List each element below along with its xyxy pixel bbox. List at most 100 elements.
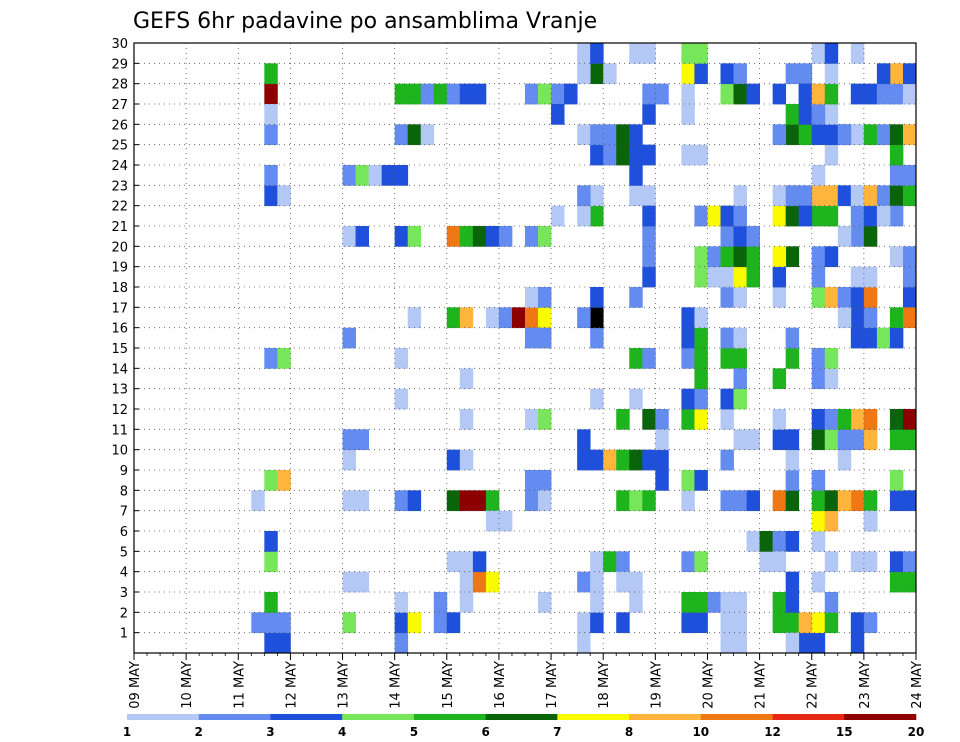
x-tick-label: 21 MAY (754, 661, 769, 709)
heatmap-cell (681, 470, 695, 491)
heatmap-cell (837, 449, 852, 471)
heatmap-cell (863, 327, 878, 349)
heatmap-cell (264, 83, 278, 105)
heatmap-cell (459, 551, 474, 573)
heatmap-cell (850, 83, 865, 105)
heatmap-cell (603, 551, 617, 573)
heatmap-cell (811, 83, 826, 105)
heatmap-cell (681, 63, 695, 85)
heatmap-cell (733, 205, 747, 227)
heatmap-cell (837, 287, 852, 308)
heatmap-cell (720, 287, 734, 308)
heatmap-cell (694, 205, 708, 227)
heatmap-cell (889, 490, 904, 512)
y-tick-label: 13 (111, 383, 128, 398)
heatmap-cell (785, 429, 800, 451)
heatmap-cell (733, 327, 747, 349)
heatmap-cell (446, 490, 461, 512)
x-tick-label: 23 MAY (858, 661, 873, 709)
heatmap-cell (824, 592, 839, 613)
heatmap-cell (746, 226, 760, 247)
colorbar-swatch (127, 714, 200, 720)
y-tick-label: 12 (111, 403, 128, 418)
heatmap-cell (824, 368, 839, 390)
heatmap-cell (577, 429, 591, 451)
heatmap-cell (902, 165, 917, 186)
colorbar-level-label: 1 (123, 725, 131, 739)
heatmap-cell (616, 124, 630, 146)
heatmap-cell (459, 368, 474, 390)
colorbar-level-label: 3 (266, 725, 274, 739)
heatmap-cell (785, 592, 800, 613)
heatmap-cell (616, 612, 630, 634)
heatmap-cell (394, 226, 409, 247)
heatmap-cell (642, 490, 656, 512)
heatmap-cell (577, 307, 591, 329)
heatmap-cell (694, 246, 708, 268)
heatmap-cell (616, 449, 630, 471)
heatmap-cell (811, 266, 826, 288)
y-tick-label: 20 (111, 240, 128, 255)
heatmap-cell (342, 490, 356, 512)
heatmap-cell (590, 124, 604, 146)
heatmap-cell (681, 104, 695, 125)
heatmap-cell (472, 551, 487, 573)
heatmap-cell (472, 490, 487, 512)
y-tick-label: 1 (120, 627, 128, 642)
heatmap-cell (629, 490, 643, 512)
x-tick-label: 20 MAY (701, 661, 716, 709)
heatmap-cell (681, 83, 695, 105)
heatmap-cell (772, 531, 787, 552)
heatmap-cell (277, 612, 291, 634)
heatmap-cell (277, 185, 291, 207)
heatmap-cell (902, 490, 917, 512)
heatmap-cell (525, 409, 539, 430)
heatmap-cell (681, 144, 695, 166)
heatmap-cell (642, 226, 656, 247)
heatmap-cell (446, 612, 461, 634)
heatmap-cell (681, 388, 695, 410)
heatmap-cell (551, 205, 565, 227)
heatmap-cell (811, 43, 826, 64)
colorbar-swatch (700, 714, 773, 720)
heatmap-cell (785, 104, 800, 125)
heatmap-cell (772, 266, 787, 288)
heatmap-cell (590, 388, 604, 410)
heatmap-cell (590, 592, 604, 613)
heatmap-cell (355, 571, 369, 593)
heatmap-cell (837, 307, 852, 329)
heatmap-cell (863, 409, 878, 430)
colorbar-level-label: 20 (908, 725, 925, 739)
y-tick-label: 24 (111, 159, 128, 174)
x-tick-label: 22 MAY (806, 661, 821, 709)
x-axis-ticks: 09 MAY 10 MAY 11 MAY 12 MAY 13 MAY 14 MAY 15 M… (128, 653, 925, 709)
heatmap-cell (459, 226, 474, 247)
heatmap-cell (433, 612, 448, 634)
heatmap-cell (889, 470, 904, 491)
heatmap-cell (642, 144, 656, 166)
heatmap-cell (889, 409, 904, 430)
heatmap-cell (642, 246, 656, 268)
heatmap-cell (472, 571, 487, 593)
heatmap-cell (824, 185, 839, 207)
heatmap-cell (837, 429, 852, 451)
heatmap-cell (811, 185, 826, 207)
heatmap-cell (655, 409, 669, 430)
heatmap-cell (733, 632, 747, 654)
heatmap-cell (485, 307, 500, 329)
heatmap-cell (603, 144, 617, 166)
heatmap-cell (616, 409, 630, 430)
y-tick-label: 18 (111, 281, 128, 296)
heatmap-cell (642, 185, 656, 207)
heatmap-cell (889, 307, 904, 329)
heatmap-cell (811, 510, 826, 532)
heatmap-cell (603, 63, 617, 85)
heatmap-cell (811, 429, 826, 451)
heatmap-cell (902, 124, 917, 146)
y-tick-label: 21 (111, 220, 128, 235)
heatmap-cell (577, 571, 591, 593)
heatmap-cell (811, 348, 826, 369)
heatmap-cell (642, 266, 656, 288)
heatmap-cell (850, 490, 865, 512)
heatmap-cell (902, 307, 917, 329)
